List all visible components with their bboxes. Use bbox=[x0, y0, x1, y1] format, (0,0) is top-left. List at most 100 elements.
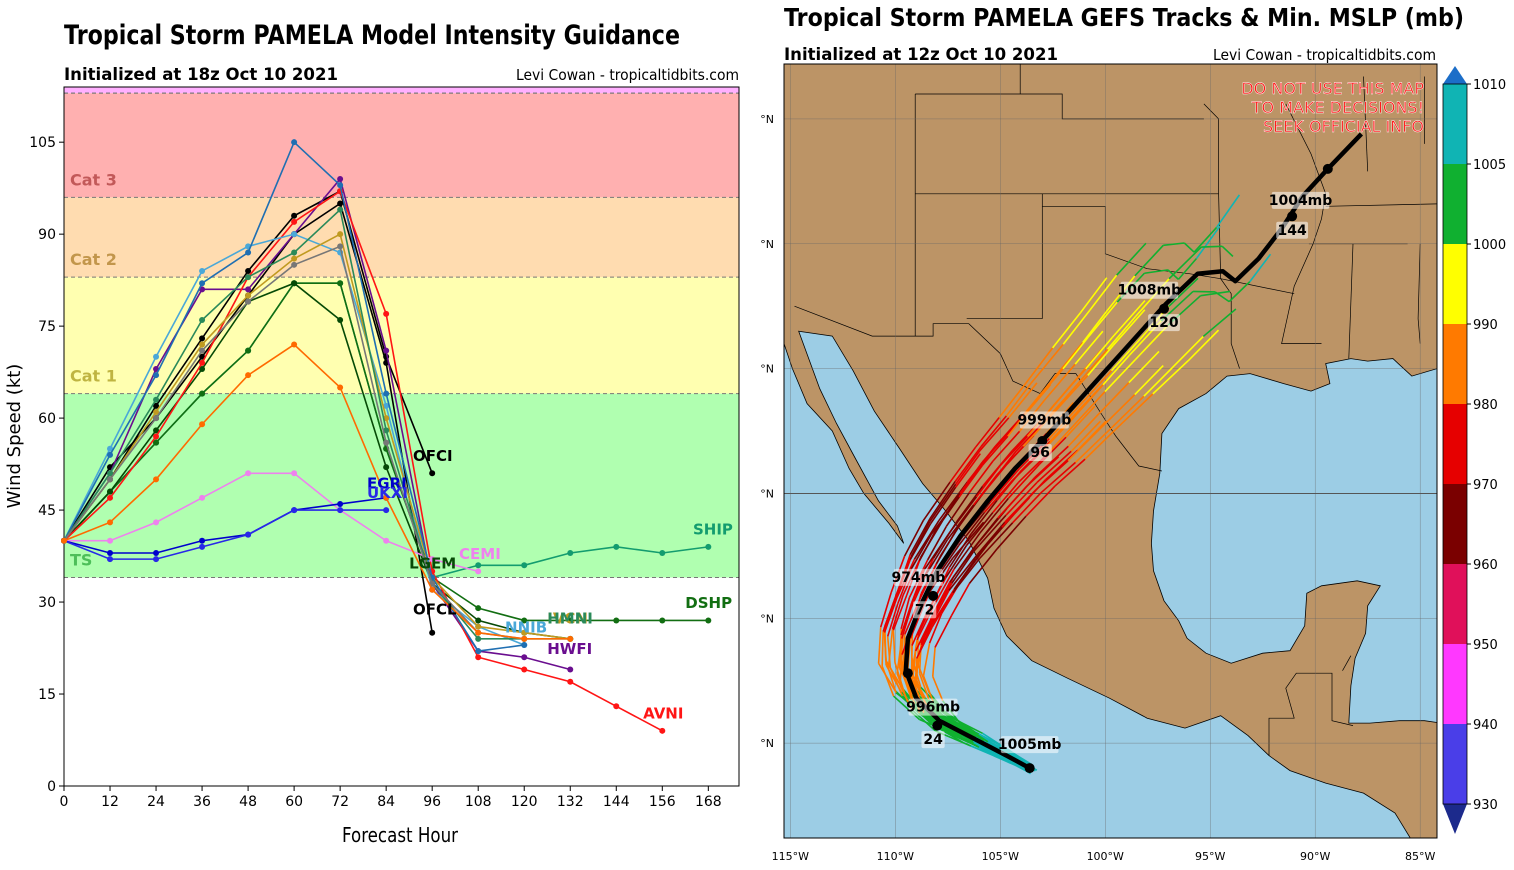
x-tick-label: 24 bbox=[147, 794, 165, 810]
data-point bbox=[337, 243, 343, 249]
data-point bbox=[475, 617, 481, 623]
colorbar-segment bbox=[1443, 324, 1467, 404]
x-tick-label: 144 bbox=[603, 794, 630, 810]
model-label: CEMI bbox=[459, 545, 501, 563]
lon-label: 105°W bbox=[982, 850, 1019, 863]
y-tick-label: 105 bbox=[29, 135, 56, 151]
data-point bbox=[475, 624, 481, 630]
data-point bbox=[107, 550, 113, 556]
data-point bbox=[245, 250, 251, 256]
data-point bbox=[291, 280, 297, 286]
data-point bbox=[291, 256, 297, 262]
lon-label: 100°W bbox=[1087, 850, 1124, 863]
data-point bbox=[429, 630, 435, 636]
data-point bbox=[199, 342, 205, 348]
data-point bbox=[245, 274, 251, 280]
data-point bbox=[521, 654, 527, 660]
data-point bbox=[153, 519, 159, 525]
colorbar-extend-low bbox=[1443, 804, 1467, 834]
intensity-band bbox=[64, 87, 739, 93]
colorbar-extend-high bbox=[1443, 66, 1467, 84]
data-point bbox=[153, 476, 159, 482]
data-point bbox=[245, 286, 251, 292]
data-point bbox=[107, 519, 113, 525]
data-point bbox=[291, 231, 297, 237]
x-tick-label: 12 bbox=[101, 794, 119, 810]
data-point bbox=[613, 703, 619, 709]
data-point bbox=[475, 568, 481, 574]
x-tick-label: 60 bbox=[285, 794, 303, 810]
data-point bbox=[475, 648, 481, 654]
member-track-segment bbox=[1201, 246, 1222, 247]
lat-label: 40°N bbox=[760, 113, 774, 126]
data-point bbox=[199, 391, 205, 397]
data-point bbox=[245, 268, 251, 274]
data-point bbox=[337, 201, 343, 207]
data-point bbox=[475, 605, 481, 611]
x-tick-label: 0 bbox=[60, 794, 69, 810]
data-point bbox=[107, 556, 113, 562]
data-point bbox=[659, 728, 665, 734]
data-point bbox=[475, 562, 481, 568]
data-point bbox=[521, 667, 527, 673]
colorbar-label: 960 bbox=[1473, 558, 1498, 573]
data-point bbox=[153, 415, 159, 421]
data-point bbox=[383, 440, 389, 446]
model-label: LGEM bbox=[409, 554, 456, 572]
lat-label: 35°N bbox=[760, 238, 774, 251]
data-point bbox=[107, 476, 113, 482]
data-point bbox=[337, 384, 343, 390]
x-tick-label: 132 bbox=[557, 794, 584, 810]
x-tick-label: 36 bbox=[193, 794, 211, 810]
data-point bbox=[199, 421, 205, 427]
data-point bbox=[291, 470, 297, 476]
data-point bbox=[199, 538, 205, 544]
colorbar-segment bbox=[1443, 724, 1467, 804]
mean-track-point bbox=[1159, 304, 1169, 314]
colorbar-label: 1000 bbox=[1473, 238, 1506, 253]
member-track-segment bbox=[916, 658, 917, 686]
data-point bbox=[291, 213, 297, 219]
data-point bbox=[107, 452, 113, 458]
band-label: Cat 2 bbox=[70, 250, 117, 269]
y-tick-label: 90 bbox=[38, 227, 56, 243]
colorbar-segment bbox=[1443, 164, 1467, 244]
data-point bbox=[245, 372, 251, 378]
map-init-time: Initialized at 12z Oct 10 2021 bbox=[784, 45, 1058, 65]
colorbar-segment bbox=[1443, 564, 1467, 644]
colorbar-segment bbox=[1443, 484, 1467, 564]
data-point bbox=[245, 292, 251, 298]
data-point bbox=[337, 501, 343, 507]
mean-track-point bbox=[1323, 164, 1333, 174]
data-point bbox=[521, 562, 527, 568]
data-point bbox=[107, 495, 113, 501]
data-point bbox=[245, 470, 251, 476]
model-label: SHIP bbox=[693, 521, 733, 539]
y-tick-label: 30 bbox=[38, 595, 56, 611]
data-point bbox=[291, 250, 297, 256]
lat-label: 15°N bbox=[760, 737, 774, 750]
colorbar-segment bbox=[1443, 644, 1467, 724]
data-point bbox=[659, 617, 665, 623]
track-label: 144 bbox=[1278, 223, 1307, 239]
intensity-guidance-panel: Tropical Storm PAMELA Model Intensity Gu… bbox=[0, 0, 760, 866]
y-tick-label: 60 bbox=[38, 411, 56, 427]
data-point bbox=[245, 348, 251, 354]
intensity-band bbox=[64, 93, 739, 197]
model-label: DSHP bbox=[685, 594, 732, 612]
data-point bbox=[199, 280, 205, 286]
data-point bbox=[153, 354, 159, 360]
data-point bbox=[567, 679, 573, 685]
data-point bbox=[245, 299, 251, 305]
data-point bbox=[383, 348, 389, 354]
lat-label: 25°N bbox=[760, 487, 774, 500]
track-label: 120 bbox=[1149, 315, 1178, 331]
model-label: OFCI bbox=[413, 447, 453, 465]
lon-label: 110°W bbox=[877, 850, 914, 863]
data-point bbox=[475, 654, 481, 660]
model-label: AVNI bbox=[643, 705, 683, 723]
data-point bbox=[199, 335, 205, 341]
lon-label: 85°W bbox=[1405, 850, 1435, 863]
track-label: 1005mb bbox=[998, 737, 1062, 753]
data-point bbox=[337, 176, 343, 182]
